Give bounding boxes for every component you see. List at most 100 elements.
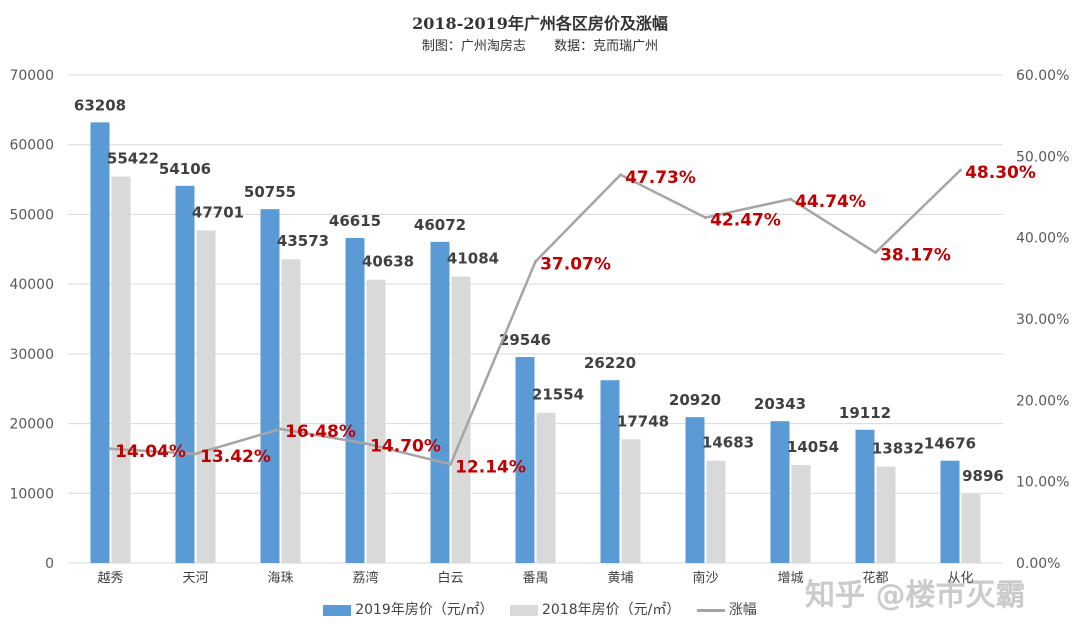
growth-label: 37.07% [540,254,611,274]
data-label-2018: 21554 [532,386,584,404]
x-tick-label: 海珠 [267,571,293,586]
x-tick-label: 番禺 [522,571,548,586]
legend-label-2019: 2019年房价（元/㎡） [355,602,494,618]
bar-2018 [366,279,386,563]
data-label-2019: 46615 [329,212,381,230]
growth-point [109,447,112,451]
growth-label: 12.14% [455,457,526,477]
bar-2019 [345,238,365,563]
growth-point [704,216,707,220]
growth-label: 14.70% [370,436,441,456]
bar-2019 [515,357,535,563]
data-label-2018: 41084 [447,250,499,268]
growth-label: 13.42% [200,447,271,467]
x-tick-label: 越秀 [97,571,123,586]
growth-label: 14.04% [115,442,186,462]
y-left-tick-label: 40000 [9,277,54,293]
growth-point [619,173,622,177]
y-left-tick-label: 10000 [9,486,54,502]
y-left-tick-label: 20000 [9,417,54,433]
growth-point [194,452,197,456]
x-tick-label: 荔湾 [352,570,378,586]
chart-credit: 制图：广州淘房志 [421,39,526,54]
growth-label: 44.74% [795,192,866,212]
bar-2018 [281,259,301,563]
data-label-2019: 20343 [754,395,806,413]
watermark: 知乎 @楼市灭霸 [805,578,1026,613]
y-left-tick-label: 50000 [9,207,54,223]
data-label-2018: 40638 [362,253,414,271]
legend-label-2018: 2018年房价（元/㎡） [542,602,681,618]
bar-2018 [876,466,896,563]
bar-2019 [90,122,110,563]
legend-item-growth: 涨幅 [696,599,757,619]
y-right-tick-label: 60.00% [1016,68,1069,84]
data-label-2018: 14683 [702,434,754,452]
legend-label-growth: 涨幅 [728,602,757,618]
data-label-2019: 14676 [924,435,976,453]
bar-2018 [536,412,556,563]
bar-2019 [175,185,195,563]
bar-2018 [111,176,131,563]
x-tick-label: 增城 [777,571,803,586]
growth-point [874,251,877,255]
data-label-2019: 54106 [159,160,211,178]
data-label-2018: 47701 [192,203,244,221]
data-label-2019: 50755 [244,183,296,201]
bar-2018 [706,460,726,563]
data-label-2019: 46072 [414,216,466,234]
legend-item-2019: 2019年房价（元/㎡） [323,599,494,619]
data-label-2019: 19112 [839,404,891,422]
y-left-tick-label: 0 [45,556,54,572]
bar-2018 [621,439,641,563]
bar-2019 [600,380,620,563]
bar-2018 [961,494,981,563]
x-tick-label: 从化 [947,571,973,586]
data-label-2019: 26220 [584,354,636,372]
bar-2019 [260,209,280,563]
growth-point [449,462,452,466]
growth-point [534,259,537,263]
x-tick-label: 黄埔 [607,571,633,586]
data-label-2018: 55422 [107,150,159,168]
legend-item-2018: 2018年房价（元/㎡） [510,599,680,619]
data-label-2019: 63208 [74,96,126,114]
y-right-tick-label: 40.00% [1016,231,1069,247]
growth-point [789,197,792,201]
data-label-2018: 13832 [872,440,924,458]
data-label-2019: 29546 [499,331,551,349]
bar-2018 [196,230,216,564]
data-label-2018: 17748 [617,412,669,430]
bar-2018 [791,465,811,563]
y-right-tick-label: 20.00% [1016,393,1069,409]
y-right-tick-label: 50.00% [1016,149,1069,165]
data-label-2018: 14054 [787,438,839,456]
x-tick-label: 白云 [437,570,463,586]
data-label-2019: 20920 [669,391,721,409]
growth-label: 48.30% [965,163,1036,183]
bar-2019 [855,429,875,563]
bar-2019 [770,421,790,563]
y-right-tick-label: 30.00% [1016,312,1069,328]
bar-2019 [430,241,450,563]
y-right-tick-label: 0.00% [1016,556,1060,572]
x-tick-label: 南沙 [692,570,718,586]
growth-point [364,441,367,445]
data-label-2018: 43573 [277,232,329,250]
y-left-tick-label: 70000 [9,68,54,84]
y-left-tick-label: 60000 [9,138,54,154]
x-tick-label: 天河 [182,571,208,586]
growth-point [279,427,282,431]
y-left-tick-label: 30000 [9,347,54,363]
growth-point [959,168,962,172]
growth-label: 47.73% [625,168,696,188]
data-label-2018: 9896 [962,467,1004,485]
growth-label: 42.47% [710,211,781,231]
growth-label: 16.48% [285,422,356,442]
y-right-tick-label: 10.00% [1016,475,1069,491]
chart-legend: 2019年房价（元/㎡） 2018年房价（元/㎡） 涨幅 [0,599,1080,619]
bar-2019 [685,417,705,563]
legend-swatch-growth [696,608,725,612]
